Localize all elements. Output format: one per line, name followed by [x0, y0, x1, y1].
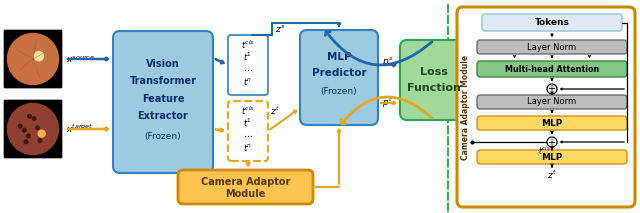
Text: $+$: $+$	[547, 137, 557, 147]
Text: $t^{cls}$: $t^{cls}$	[241, 38, 255, 51]
Text: $\cdots$: $\cdots$	[243, 130, 253, 139]
FancyBboxPatch shape	[482, 14, 622, 31]
FancyBboxPatch shape	[4, 100, 62, 158]
Text: Module: Module	[225, 190, 266, 200]
Text: Vision: Vision	[146, 59, 180, 69]
Text: (Frozen): (Frozen)	[321, 87, 357, 96]
Text: Camera Adaptor: Camera Adaptor	[201, 177, 290, 187]
Text: $z^s$: $z^s$	[275, 23, 285, 33]
FancyBboxPatch shape	[477, 95, 627, 109]
Text: MLP: MLP	[326, 52, 351, 62]
FancyBboxPatch shape	[228, 35, 268, 95]
Text: Function: Function	[407, 83, 461, 93]
Text: Loss: Loss	[420, 67, 448, 77]
Circle shape	[24, 140, 28, 144]
Text: MLP: MLP	[541, 153, 563, 161]
FancyBboxPatch shape	[228, 101, 268, 161]
Text: Tokens: Tokens	[534, 18, 570, 27]
Text: $p^s$: $p^s$	[381, 55, 393, 68]
Text: $t^n$: $t^n$	[243, 76, 253, 87]
FancyBboxPatch shape	[477, 150, 627, 164]
Text: $x^{source}$: $x^{source}$	[66, 53, 95, 65]
Circle shape	[8, 104, 58, 154]
Text: $t^1$: $t^1$	[243, 117, 253, 130]
Circle shape	[38, 139, 42, 142]
Text: Multi-head Attention: Multi-head Attention	[505, 65, 599, 73]
FancyBboxPatch shape	[113, 31, 213, 173]
Text: $\cdots$: $\cdots$	[243, 64, 253, 73]
Text: Feature: Feature	[141, 94, 184, 104]
Circle shape	[547, 137, 557, 147]
FancyBboxPatch shape	[300, 30, 378, 125]
Circle shape	[27, 134, 30, 138]
FancyBboxPatch shape	[477, 116, 627, 130]
Text: $t^n$: $t^n$	[243, 142, 253, 153]
Circle shape	[38, 130, 45, 137]
Circle shape	[36, 126, 40, 130]
Text: $p^t$: $p^t$	[382, 96, 393, 110]
Circle shape	[28, 114, 31, 118]
Text: Transformer: Transformer	[129, 76, 196, 86]
Circle shape	[8, 33, 58, 85]
Text: Predictor: Predictor	[312, 68, 366, 78]
Circle shape	[19, 124, 22, 128]
Text: Camera Adaptor Module: Camera Adaptor Module	[461, 55, 470, 160]
Text: $x^{target}$: $x^{target}$	[66, 123, 93, 135]
FancyBboxPatch shape	[400, 40, 468, 120]
Text: $t^{cls}$: $t^{cls}$	[241, 104, 255, 117]
Text: Layer Norm: Layer Norm	[527, 43, 577, 52]
Text: $z^t$: $z^t$	[270, 105, 280, 117]
Circle shape	[547, 84, 557, 94]
FancyBboxPatch shape	[477, 40, 627, 54]
FancyBboxPatch shape	[457, 7, 635, 207]
Circle shape	[34, 52, 44, 61]
FancyBboxPatch shape	[4, 30, 62, 88]
Circle shape	[22, 128, 26, 132]
Text: (Frozen): (Frozen)	[145, 132, 181, 141]
Text: Layer Norm: Layer Norm	[527, 98, 577, 106]
FancyBboxPatch shape	[477, 61, 627, 77]
Text: $+$: $+$	[547, 83, 557, 95]
Text: $t^1$: $t^1$	[243, 51, 253, 63]
FancyBboxPatch shape	[178, 170, 313, 204]
Text: Extractor: Extractor	[138, 111, 188, 121]
Text: MLP: MLP	[541, 118, 563, 128]
Circle shape	[33, 117, 36, 120]
Text: $t^{cls}$: $t^{cls}$	[538, 145, 550, 157]
Text: $z^t$: $z^t$	[547, 169, 557, 181]
